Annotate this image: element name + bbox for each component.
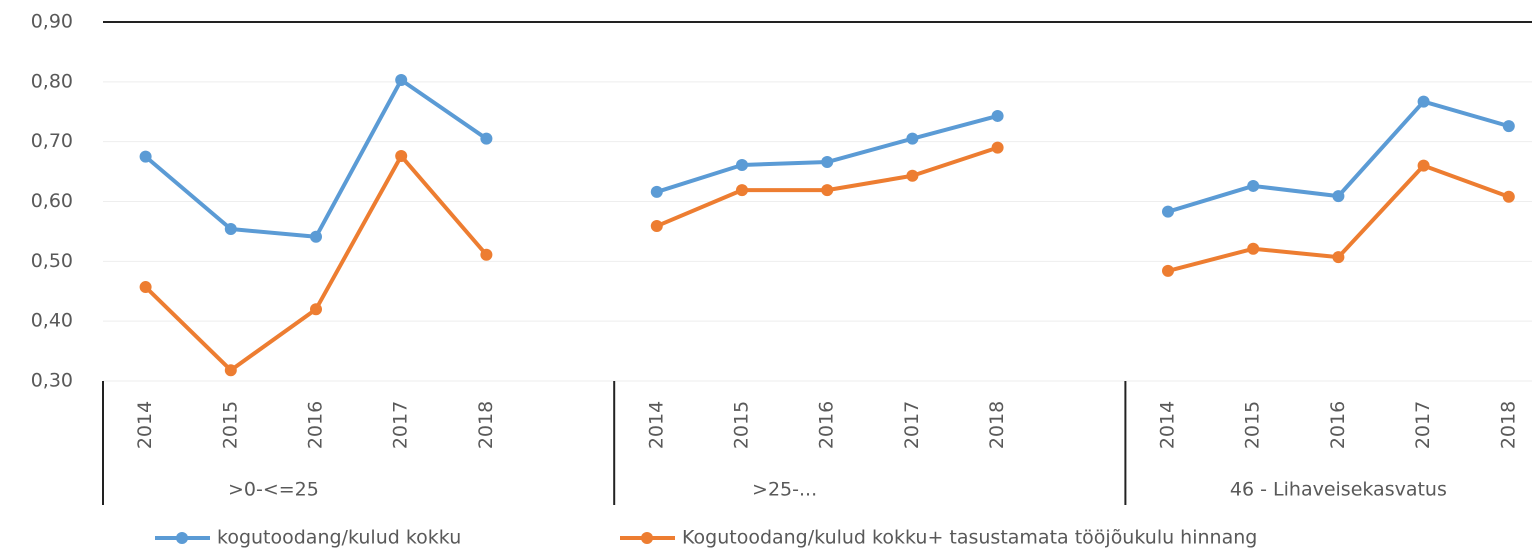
series-line [144, 145, 1510, 373]
point [821, 156, 834, 169]
group-label: >25-... [752, 479, 817, 501]
y-tick-label: 0,80 [31, 70, 73, 92]
legend-marker [176, 532, 188, 544]
point [139, 150, 152, 163]
y-tick-label: 0,30 [31, 370, 73, 392]
y-tick-label: 0,90 [31, 11, 73, 33]
x-tick-label: 2018 [475, 401, 497, 449]
point [736, 184, 748, 197]
x-tick-label: 2015 [1242, 401, 1264, 449]
point [1247, 179, 1260, 192]
y-tick-label: 0,40 [31, 310, 73, 332]
x-tick-label: 2018 [986, 401, 1008, 449]
x-tick-label: 2017 [901, 401, 923, 449]
point [1502, 120, 1515, 133]
point [1332, 190, 1345, 203]
x-tick-label: 2018 [1497, 401, 1519, 449]
x-tick-label: 2015 [731, 401, 753, 449]
y-tick-label: 0,70 [31, 130, 73, 152]
point [650, 220, 663, 233]
point [310, 230, 322, 243]
x-tick-label: 2016 [305, 401, 327, 449]
point [310, 303, 322, 316]
x-tick-label: 2014 [645, 401, 667, 449]
point [480, 248, 493, 261]
x-tick-label: 2017 [1412, 401, 1434, 449]
point [395, 74, 408, 87]
x-tick-label: 2016 [816, 401, 838, 449]
point [1417, 95, 1430, 108]
point [395, 150, 408, 163]
point [991, 109, 1004, 122]
point [736, 159, 748, 172]
point [1332, 251, 1345, 264]
x-tick-label: 2016 [1327, 401, 1349, 449]
point [1162, 205, 1174, 218]
x-tick-label: 2017 [390, 401, 412, 449]
point [480, 132, 493, 145]
point [821, 184, 834, 197]
point [1162, 264, 1174, 277]
point [991, 141, 1004, 154]
legend-label: Kogutoodang/kulud kokku+ tasustamata töö… [682, 527, 1257, 549]
x-tick-label: 2015 [219, 401, 241, 449]
x-tick-label: 2014 [134, 401, 156, 449]
point [139, 281, 152, 294]
point [1502, 190, 1515, 203]
group-label: >0-<=25 [228, 479, 319, 501]
point [650, 185, 663, 198]
group-label: 46 - Lihaveisekasvatus [1230, 479, 1447, 501]
point [906, 132, 919, 145]
y-tick-label: 0,60 [31, 190, 73, 212]
legend-label: kogutoodang/kulud kokku [217, 527, 461, 549]
point [906, 169, 919, 182]
y-tick-label: 0,50 [31, 250, 73, 272]
point [224, 223, 237, 236]
x-tick-label: 2014 [1157, 401, 1179, 449]
point [1247, 242, 1260, 255]
point [224, 364, 237, 377]
point [1417, 159, 1430, 172]
legend-marker [641, 532, 653, 544]
